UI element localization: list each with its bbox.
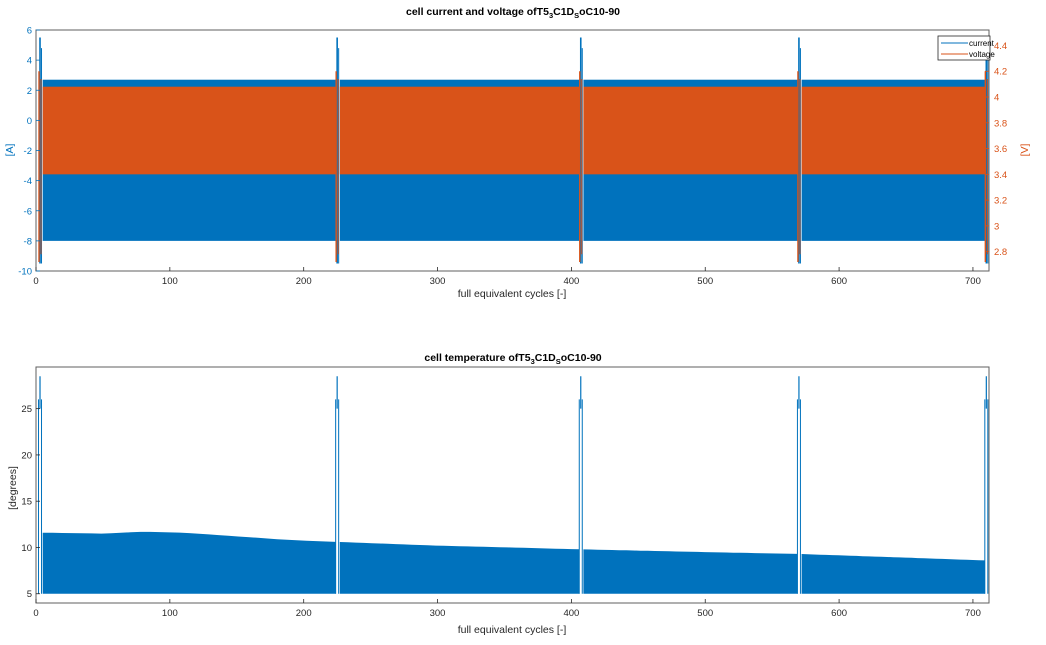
legend-box [937, 35, 991, 61]
right-y-tick-label-3.6: 3.6 [994, 144, 1007, 155]
chart2-y-axis-label: [degrees] [7, 466, 19, 510]
y-tick-label-15: 15 [21, 497, 32, 508]
chart1-left-y-axis-label: [A] [4, 144, 16, 157]
chart2-x-axis-label: full equivalent cycles [-] [458, 624, 567, 636]
chart1-title: cell current and voltage ofT53C1DSoC10-9… [406, 6, 620, 20]
left-y-tick-label--6: -6 [24, 206, 32, 217]
chart2-frame [35, 366, 990, 604]
left-y-tick-label--10: -10 [18, 267, 32, 278]
chart1-plot-area [38, 37, 989, 264]
temperature-band-segment-4 [801, 554, 985, 594]
x-tick-label-500: 500 [697, 276, 713, 287]
right-y-tick-label-3.4: 3.4 [994, 170, 1007, 181]
left-y-tick-label-0: 0 [27, 116, 32, 127]
voltage-band-segment-4 [801, 86, 985, 175]
y-tick-label-20: 20 [21, 450, 32, 461]
current-voltage-chart: cell current and voltage ofT53C1DSoC10-9… [4, 6, 1031, 300]
x-tick-label-600: 600 [831, 608, 847, 619]
temperature-chart: cell temperature ofT53C1DSoC10-90 0 100 20… [7, 352, 990, 636]
legend-current-label: current [969, 39, 995, 48]
x-tick-label-400: 400 [563, 276, 579, 287]
right-y-tick-label-2.8: 2.8 [994, 247, 1007, 258]
x-tick-label-700: 700 [965, 276, 981, 287]
x-tick-label-600: 600 [831, 276, 847, 287]
x-tick-label-0: 0 [33, 608, 38, 619]
temperature-band-segment-1 [42, 531, 336, 594]
right-y-tick-label-3: 3 [994, 221, 999, 232]
x-tick-label-700: 700 [965, 608, 981, 619]
voltage-band-segment-1 [42, 86, 336, 175]
chart1-x-axis-label: full equivalent cycles [-] [458, 288, 567, 300]
voltage-band-segment-3 [583, 86, 798, 175]
legend-voltage-label: voltage [969, 50, 995, 59]
left-y-tick-label--2: -2 [24, 146, 32, 157]
chart1-left-y-ticks: -10 -8 -6 -4 -2 0 2 4 6 [18, 26, 40, 278]
left-y-tick-label--8: -8 [24, 236, 32, 247]
x-tick-label-300: 300 [430, 608, 446, 619]
x-tick-label-100: 100 [162, 608, 178, 619]
x-tick-label-200: 200 [296, 276, 312, 287]
right-y-tick-label-4.4: 4.4 [994, 41, 1007, 52]
y-tick-label-5: 5 [27, 589, 32, 600]
y-tick-label-10: 10 [21, 543, 32, 554]
x-tick-label-100: 100 [162, 276, 178, 287]
left-y-tick-label-4: 4 [27, 56, 32, 67]
chart2-x-ticks: 0 100 200 300 400 500 600 700 [33, 599, 981, 619]
chart1-right-y-ticks: 2.8 3 3.2 3.4 3.6 3.8 4 4.2 4.4 [985, 41, 1007, 258]
temperature-band-segment-2 [339, 542, 580, 594]
x-tick-label-300: 300 [430, 276, 446, 287]
left-y-tick-label--4: -4 [24, 176, 32, 187]
chart2-plot-area [38, 376, 989, 594]
right-y-tick-label-4.2: 4.2 [994, 67, 1007, 78]
chart2-title: cell temperature ofT53C1DSoC10-90 [424, 352, 601, 366]
voltage-band-segment-2 [339, 86, 580, 175]
temperature-band-segment-3 [583, 549, 798, 594]
chart2-y-ticks: 5 10 15 20 25 [21, 404, 40, 600]
right-y-tick-label-4: 4 [994, 93, 999, 104]
x-tick-label-0: 0 [33, 276, 38, 287]
chart1-x-ticks: 0 100 200 300 400 500 600 700 [33, 267, 981, 287]
right-y-tick-label-3.2: 3.2 [994, 196, 1007, 207]
chart1-legend[interactable]: current voltage [937, 35, 995, 61]
right-y-tick-label-3.8: 3.8 [994, 118, 1007, 129]
left-y-tick-label-2: 2 [27, 86, 32, 97]
y-tick-label-25: 25 [21, 404, 32, 415]
x-tick-label-400: 400 [563, 608, 579, 619]
x-tick-label-500: 500 [697, 608, 713, 619]
left-y-tick-label-6: 6 [27, 26, 32, 37]
x-tick-label-200: 200 [296, 608, 312, 619]
chart1-right-y-axis-label: [V] [1019, 144, 1031, 157]
